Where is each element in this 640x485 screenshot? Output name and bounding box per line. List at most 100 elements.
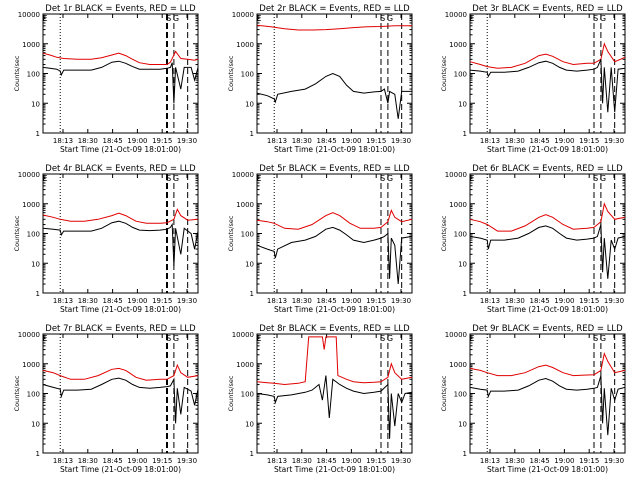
- x-tick-label: 18:13: [267, 137, 287, 145]
- series-line: [256, 226, 413, 285]
- series-line: [469, 202, 626, 232]
- y-tick-label: 100: [27, 231, 40, 239]
- marker-label: S: [166, 174, 171, 183]
- y-tick-label: 10: [245, 420, 254, 428]
- marker-label: E: [43, 14, 48, 23]
- y-tick-label: 10000: [232, 171, 254, 179]
- y-tick-label: 10: [31, 260, 40, 268]
- y-tick-label: 100: [454, 231, 467, 239]
- marker-label: G: [173, 334, 179, 343]
- marker-label: G: [173, 174, 179, 183]
- chart-title: Det 6r BLACK = Events, RED = LLD: [472, 164, 623, 174]
- x-tick-label: 18:30: [292, 297, 312, 305]
- chart-panel: Det 5r BLACK = Events, RED = LLD 1 10 100 10…: [227, 164, 413, 314]
- series-line: [469, 59, 626, 113]
- x-tick-label: 19:15: [366, 137, 386, 145]
- x-axis-label: Start Time (21-Oct-09 18:01:00): [487, 305, 608, 314]
- series-line: [42, 60, 199, 104]
- x-tick-label: 19:00: [341, 297, 361, 305]
- marker-label: S: [380, 334, 385, 343]
- x-tick-label: 18:45: [103, 297, 123, 305]
- y-tick-label: 10000: [232, 331, 254, 339]
- x-tick-label: 19:30: [604, 457, 624, 465]
- series-line: [256, 72, 412, 119]
- x-tick-label: 18:30: [78, 297, 98, 305]
- y-tick-label: 10: [458, 100, 467, 108]
- x-tick-label: 19:30: [391, 137, 411, 145]
- x-tick-label: 19:30: [177, 297, 197, 305]
- series-line: [469, 375, 626, 436]
- chart-panel: Det 6r BLACK = Events, RED = LLD 1 10 100 10…: [440, 164, 626, 314]
- marker-label: S: [166, 14, 171, 23]
- y-tick-label: 1: [463, 290, 467, 298]
- series-line: [42, 220, 199, 267]
- x-tick-label: 18:45: [317, 457, 337, 465]
- x-tick-label: 18:45: [530, 457, 550, 465]
- chart-title: Det 8r BLACK = Events, RED = LLD: [259, 324, 410, 334]
- plot-frame: [469, 173, 626, 294]
- x-axis-label: Start Time (21-Oct-09 18:01:00): [274, 305, 395, 314]
- x-tick-label: 18:30: [78, 457, 98, 465]
- x-tick-label: 19:00: [554, 457, 574, 465]
- x-tick-label: 19:00: [127, 457, 147, 465]
- y-axis-label: Counts/sec: [13, 215, 21, 251]
- marker-label: S: [166, 334, 171, 343]
- plot-frame: [42, 13, 199, 134]
- marker-label: E: [470, 174, 475, 183]
- x-tick-label: 19:15: [366, 297, 386, 305]
- y-tick-label: 100: [241, 391, 254, 399]
- marker-label: G: [600, 174, 606, 183]
- y-tick-label: 100: [27, 71, 40, 79]
- y-tick-label: 10: [245, 260, 254, 268]
- marker-label: E: [470, 14, 475, 23]
- marker-label: E: [43, 174, 48, 183]
- marker-label: G: [173, 14, 179, 23]
- y-tick-label: 100: [27, 391, 40, 399]
- y-tick-label: 100: [454, 391, 467, 399]
- y-tick-label: 1000: [449, 41, 467, 49]
- y-tick-label: 10: [458, 260, 467, 268]
- y-tick-label: 10000: [18, 11, 40, 19]
- x-tick-label: 18:30: [505, 457, 525, 465]
- x-tick-label: 19:30: [391, 457, 411, 465]
- y-tick-label: 1000: [449, 201, 467, 209]
- y-axis-label: Counts/sec: [13, 375, 21, 411]
- y-tick-label: 1000: [22, 41, 40, 49]
- chart-title: Det 2r BLACK = Events, RED = LLD: [259, 4, 410, 14]
- y-tick-label: 1: [36, 450, 40, 458]
- series-line: [469, 224, 626, 279]
- x-tick-label: 18:13: [480, 297, 500, 305]
- y-tick-label: 10000: [445, 331, 467, 339]
- x-axis-label: Start Time (21-Oct-09 18:01:00): [60, 305, 181, 314]
- x-axis-label: Start Time (21-Oct-09 18:01:00): [487, 465, 608, 474]
- y-axis-label: Counts/sec: [13, 55, 21, 91]
- chart-title: Det 3r BLACK = Events, RED = LLD: [472, 4, 623, 14]
- x-tick-label: 19:00: [554, 137, 574, 145]
- y-tick-label: 1: [463, 450, 467, 458]
- series-line: [256, 24, 412, 31]
- series-line: [42, 377, 199, 424]
- y-tick-label: 1: [463, 130, 467, 138]
- series-line: [42, 208, 199, 224]
- chart-panel: Det 9r BLACK = Events, RED = LLD 1 10 100 10…: [440, 324, 626, 474]
- chart-title: Det 4r BLACK = Events, RED = LLD: [45, 164, 196, 174]
- y-tick-label: 10000: [445, 171, 467, 179]
- y-tick-label: 10: [458, 420, 467, 428]
- series-line: [256, 375, 413, 439]
- y-tick-label: 100: [241, 231, 254, 239]
- x-tick-label: 18:45: [530, 297, 550, 305]
- marker-label: G: [387, 14, 393, 23]
- x-tick-label: 18:30: [292, 457, 312, 465]
- series-line: [42, 50, 199, 65]
- y-tick-label: 1: [250, 130, 254, 138]
- marker-label: E: [257, 174, 262, 183]
- x-tick-label: 19:30: [604, 137, 624, 145]
- marker-label: G: [387, 174, 393, 183]
- y-tick-label: 10000: [18, 331, 40, 339]
- x-tick-label: 19:15: [579, 137, 599, 145]
- series-line: [256, 209, 413, 230]
- marker-label: S: [593, 14, 598, 23]
- y-tick-label: 1000: [236, 41, 254, 49]
- x-tick-label: 18:13: [480, 457, 500, 465]
